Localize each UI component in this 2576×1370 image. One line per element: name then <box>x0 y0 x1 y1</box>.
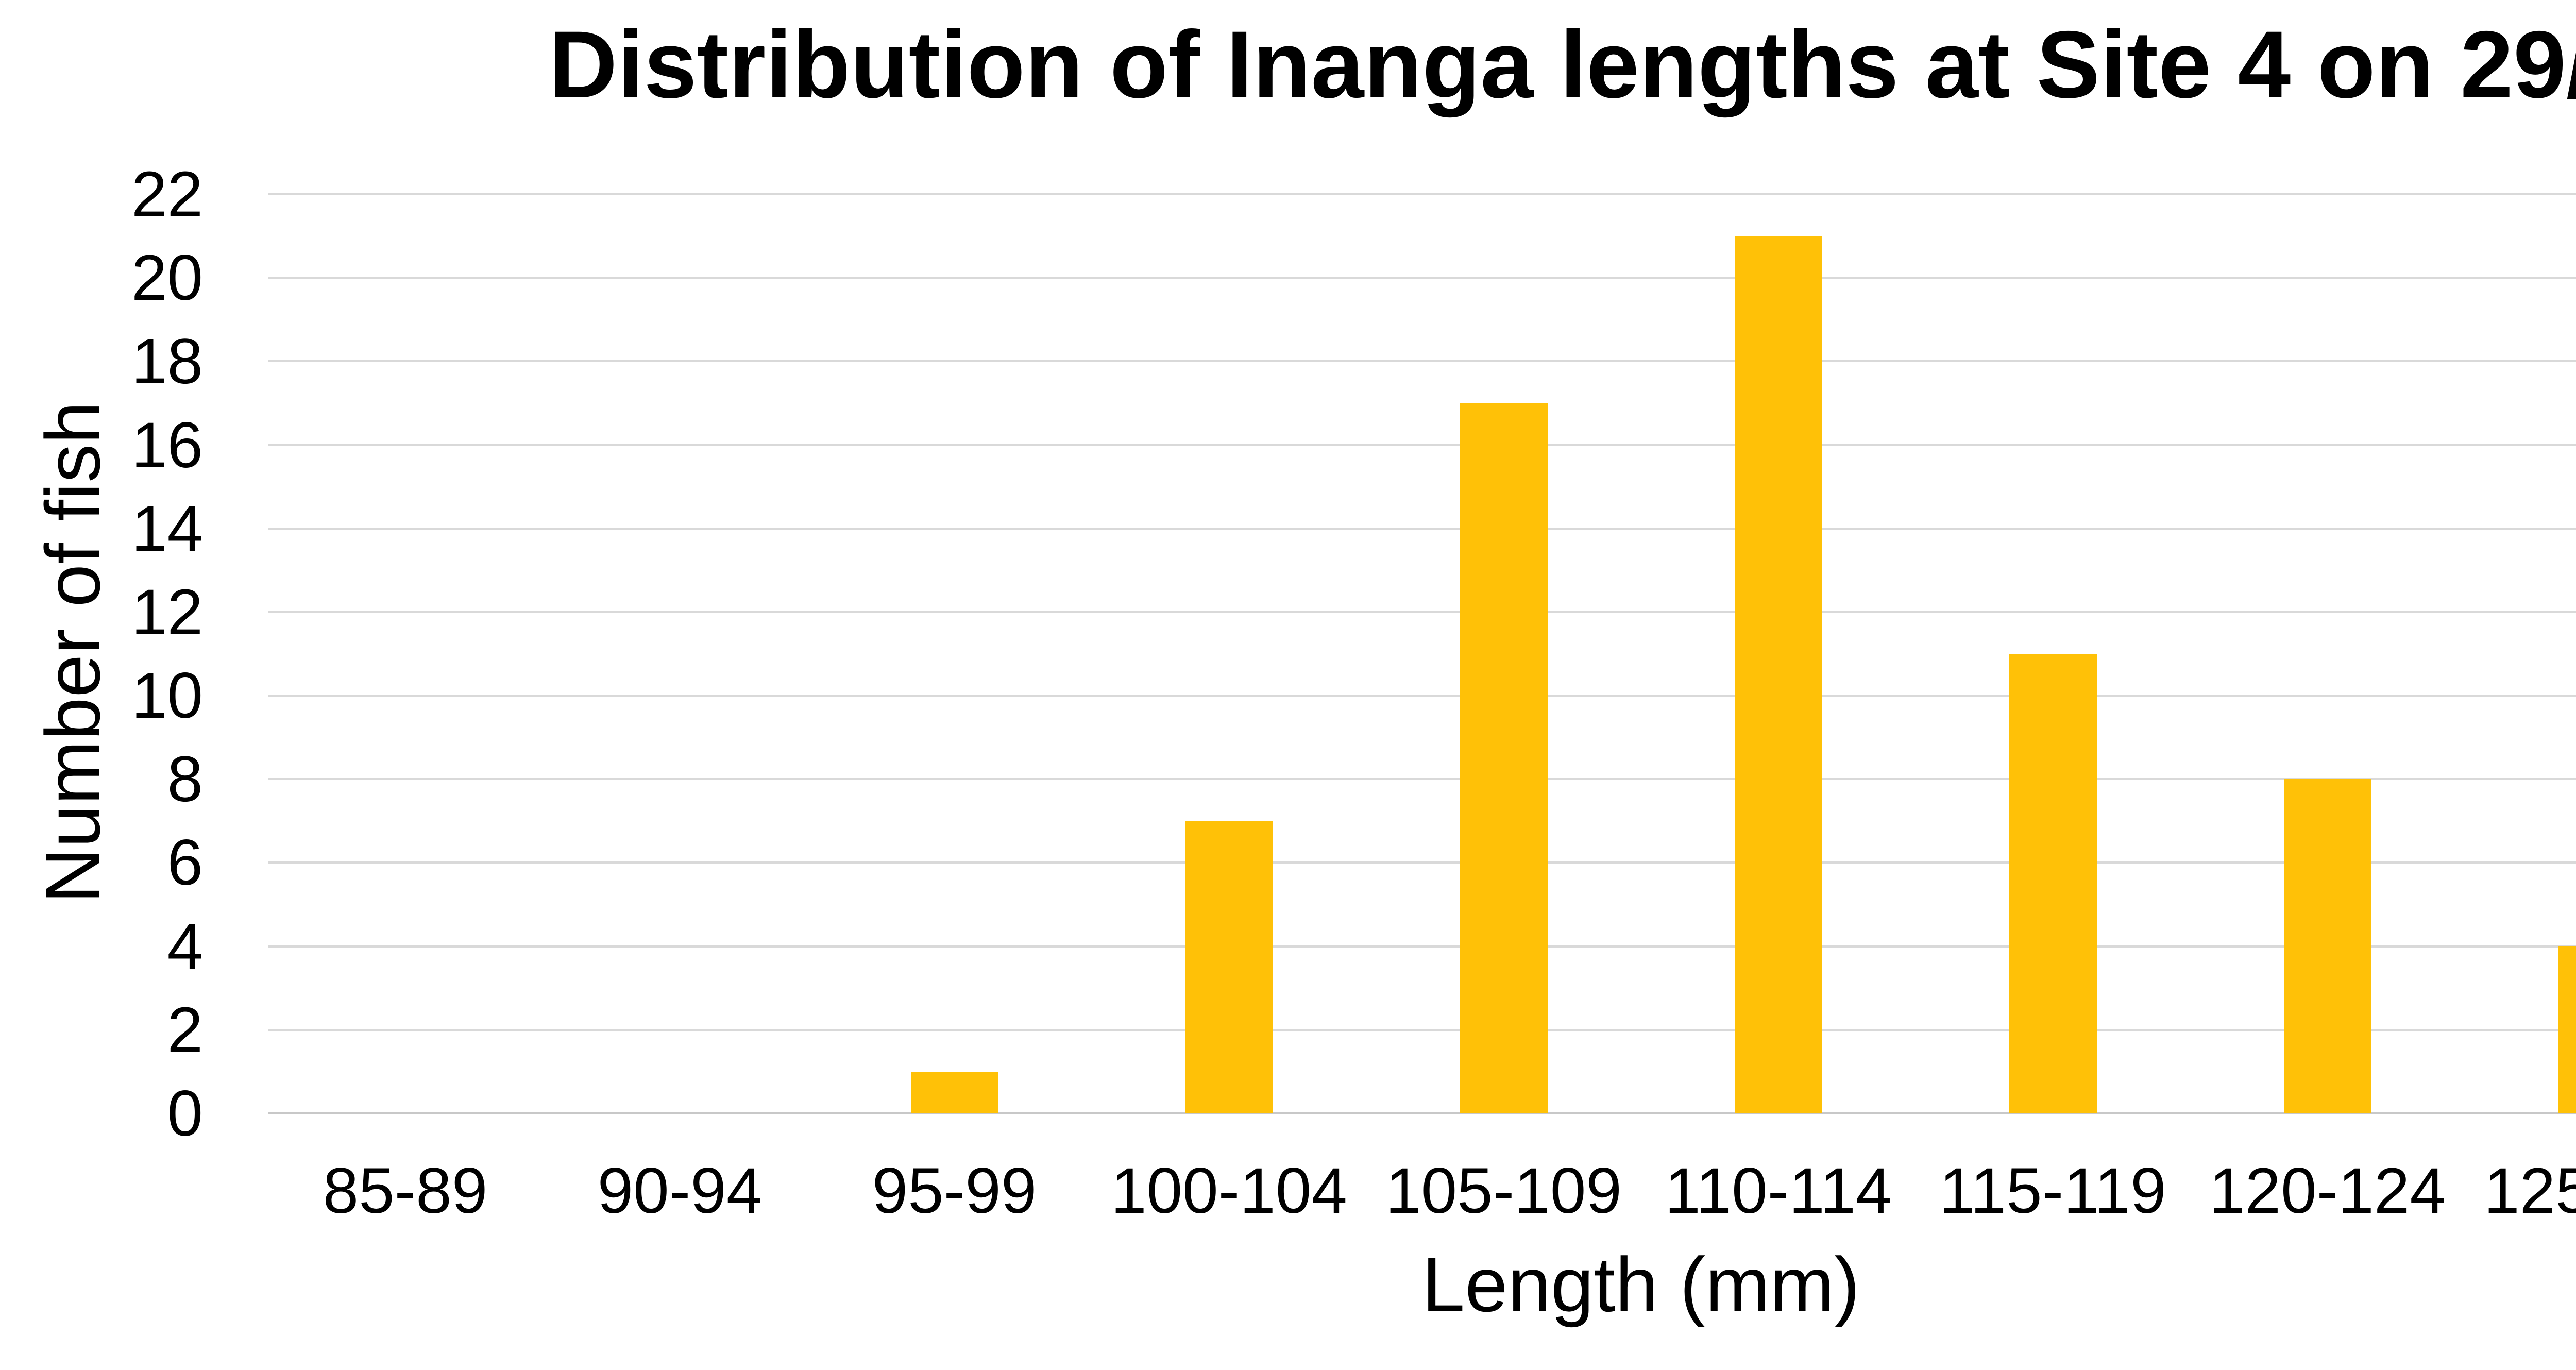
gridline <box>268 527 2576 530</box>
gridline <box>268 695 2576 697</box>
x-axis-category-label: 100-104 <box>1111 1155 1347 1227</box>
x-axis-category-label: 105-109 <box>1385 1155 1622 1227</box>
bar <box>1460 403 1548 1113</box>
gridline <box>268 360 2576 363</box>
y-axis-tick-label: 10 <box>131 660 203 732</box>
y-axis-tick-label: 18 <box>131 326 203 398</box>
bar <box>2558 946 2576 1113</box>
y-axis-tick-label: 16 <box>131 409 203 481</box>
y-axis-tick-label: 0 <box>167 1078 203 1149</box>
gridline <box>268 778 2576 781</box>
gridline <box>268 611 2576 613</box>
gridline <box>268 861 2576 864</box>
bar <box>1185 821 1273 1113</box>
x-axis-category-label: 125-129 <box>2484 1155 2576 1227</box>
y-axis-tick-label: 4 <box>167 910 203 983</box>
gridline <box>268 277 2576 279</box>
y-axis-tick-label: 12 <box>131 576 203 648</box>
x-axis-line <box>268 1112 2576 1114</box>
gridline <box>268 1028 2576 1031</box>
x-axis-category-label: 120-124 <box>2209 1155 2446 1227</box>
plot-area: 85-89 90-94 95-99 100-104 105-109 110-114 115-… <box>268 193 2576 1223</box>
gridline <box>268 193 2576 195</box>
y-axis-tick-label: 2 <box>167 994 203 1066</box>
y-axis: 0 2 4 6 8 10 12 14 16 18 20 22 <box>0 0 203 1370</box>
y-axis-tick-label: 14 <box>131 493 203 565</box>
x-axis-category-label: 110-114 <box>1665 1155 1892 1227</box>
chart-title: Distribution of Inanga lengths at Site 4… <box>548 12 2576 118</box>
y-axis-tick-label: 22 <box>131 159 203 230</box>
x-axis-category-label: 85-89 <box>323 1155 488 1227</box>
y-axis-tick-label: 20 <box>131 242 203 314</box>
y-axis-tick-label: 6 <box>167 827 203 899</box>
x-axis-category-label: 90-94 <box>597 1155 762 1227</box>
gridline <box>268 444 2576 446</box>
x-axis-title: Length (mm) <box>1421 1241 1860 1328</box>
bar <box>910 1071 998 1113</box>
gridline <box>268 945 2576 948</box>
bar <box>2283 779 2371 1113</box>
x-axis-category-label: 95-99 <box>872 1155 1037 1227</box>
y-axis-tick-label: 8 <box>167 743 203 816</box>
x-axis-category-label: 115-119 <box>1939 1155 2166 1227</box>
bar <box>2009 654 2097 1113</box>
bar <box>1734 236 1822 1113</box>
